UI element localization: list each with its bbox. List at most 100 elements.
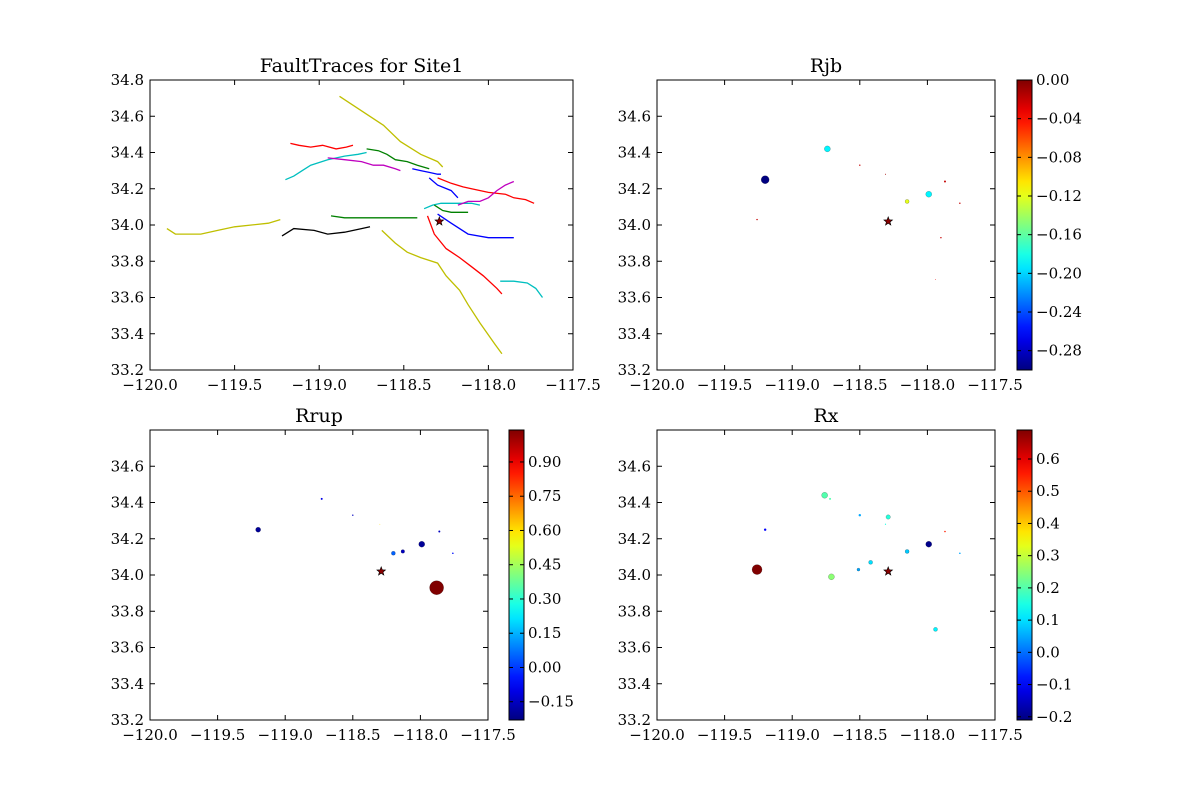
- x-tick-label: −120.0: [629, 376, 685, 394]
- subplot-4: Rx −120.0 −119.5 −119.0 −118.5 −118.0 −117.5 33…: [618, 405, 1073, 744]
- plot-area: [656, 79, 996, 371]
- scatter-point: [940, 236, 942, 239]
- y-tick-label: 33.8: [618, 602, 651, 620]
- fault-trace: [428, 177, 459, 199]
- colorbar-tick-label: 0.60: [528, 521, 561, 539]
- fault-trace: [327, 157, 401, 172]
- fault-trace: [457, 180, 515, 206]
- x-tick-label: −117.5: [967, 726, 1023, 744]
- x-tick-label: −118.5: [832, 726, 888, 744]
- x-tick-label: −118.5: [325, 726, 381, 744]
- x-tick-label: −119.5: [190, 726, 246, 744]
- plot-content: [166, 95, 544, 355]
- x-tick-label: −117.5: [460, 726, 516, 744]
- fault-trace: [381, 229, 503, 355]
- colorbar: [1016, 79, 1033, 371]
- site-star: [883, 566, 894, 576]
- plot-area: [149, 79, 574, 371]
- colorbar-tick-label: −0.04: [1036, 110, 1082, 128]
- y-tick-label: 33.8: [111, 602, 144, 620]
- y-tick-label: 33.6: [618, 639, 651, 657]
- scatter-point: [352, 514, 354, 516]
- colorbar-tick-label: 0.90: [528, 453, 561, 471]
- plot-area: [149, 429, 489, 721]
- site-star: [434, 216, 445, 226]
- y-tick-label: 34.4: [111, 144, 144, 162]
- colorbar-tick-label: 0.0: [1036, 643, 1060, 661]
- colorbar-tick-label: −0.20: [1036, 264, 1082, 282]
- x-tick-label: −119.0: [257, 726, 313, 744]
- subplot-1: FaultTraces for Site1 −120.0 −119.5 −119.0 −…: [111, 55, 601, 394]
- scatter-point: [959, 552, 961, 555]
- y-tick-label: 34.2: [618, 180, 651, 198]
- plot-area: [656, 429, 996, 721]
- colorbar-tick-label: −0.16: [1036, 226, 1082, 244]
- colorbar-tick-label: 0.15: [528, 624, 561, 642]
- y-tick-label: 34.2: [111, 530, 144, 548]
- y-tick-label: 34.6: [111, 457, 144, 475]
- colorbar-tick-label: −0.2: [1036, 708, 1072, 726]
- y-tick-label: 33.8: [618, 252, 651, 270]
- fault-trace: [433, 204, 469, 213]
- x-tick-label: −119.5: [697, 726, 753, 744]
- y-tick-label: 33.2: [111, 711, 144, 729]
- x-tick-label: −118.0: [900, 376, 956, 394]
- colorbar: [1016, 429, 1033, 721]
- x-tick-label: −119.5: [207, 376, 263, 394]
- scatter-point: [858, 513, 861, 517]
- scatter-point: [925, 190, 933, 198]
- y-tick-label: 34.6: [618, 107, 651, 125]
- colorbar-tick-label: 0.4: [1036, 514, 1060, 532]
- fault-trace: [285, 151, 367, 181]
- plot-content: [756, 145, 961, 280]
- site-star: [883, 216, 894, 226]
- scatter-point: [255, 526, 261, 533]
- colorbar-tick-label: −0.08: [1036, 148, 1082, 166]
- scatter-point: [943, 180, 946, 183]
- colorbar-tick-label: 0.2: [1036, 579, 1060, 597]
- scatter-point: [763, 528, 767, 531]
- colorbar-tick-label: 0.75: [528, 487, 561, 505]
- x-tick-label: −120.0: [629, 726, 685, 744]
- y-tick-label: 33.8: [111, 252, 144, 270]
- y-tick-label: 33.6: [111, 639, 144, 657]
- scatter-point: [400, 549, 405, 554]
- colorbar-tick-label: 0.3: [1036, 547, 1060, 565]
- y-tick-label: 33.4: [618, 325, 651, 343]
- y-tick-label: 33.4: [111, 675, 144, 693]
- scatter-point: [320, 497, 323, 500]
- colorbar-tick-label: −0.1: [1036, 676, 1072, 694]
- fault-trace: [437, 177, 535, 204]
- scatter-point: [868, 560, 873, 565]
- scatter-point: [856, 567, 861, 572]
- scatter-point: [438, 530, 441, 533]
- colorbar-tick-label: −0.24: [1036, 303, 1082, 321]
- subplot-title: Rjb: [810, 55, 842, 77]
- scatter-point: [829, 497, 832, 500]
- fault-trace: [437, 213, 514, 239]
- scatter-point: [452, 552, 454, 555]
- y-tick-label: 34.2: [618, 530, 651, 548]
- fault-trace: [290, 142, 354, 150]
- colorbar-tick-label: −0.12: [1036, 187, 1082, 205]
- y-tick-label: 33.4: [111, 325, 144, 343]
- y-tick-label: 33.4: [618, 675, 651, 693]
- y-tick-label: 33.2: [618, 711, 651, 729]
- y-tick-label: 33.2: [111, 361, 144, 379]
- colorbar-tick-label: 0.45: [528, 556, 561, 574]
- x-tick-label: −117.5: [545, 376, 601, 394]
- x-tick-label: −118.0: [461, 376, 517, 394]
- colorbar-tick-label: 0.00: [1036, 71, 1069, 89]
- scatter-point: [904, 199, 910, 204]
- x-tick-label: −119.0: [764, 376, 820, 394]
- y-tick-label: 34.6: [618, 457, 651, 475]
- scatter-point: [751, 564, 763, 575]
- scatter-point: [391, 551, 396, 556]
- y-tick-label: 34.2: [111, 180, 144, 198]
- scatter-point: [904, 549, 910, 554]
- plot-content: [255, 497, 454, 595]
- y-tick-label: 34.8: [111, 71, 144, 89]
- scatter-point: [821, 492, 828, 499]
- subplot-title: FaultTraces for Site1: [260, 55, 464, 77]
- site-star: [376, 566, 387, 576]
